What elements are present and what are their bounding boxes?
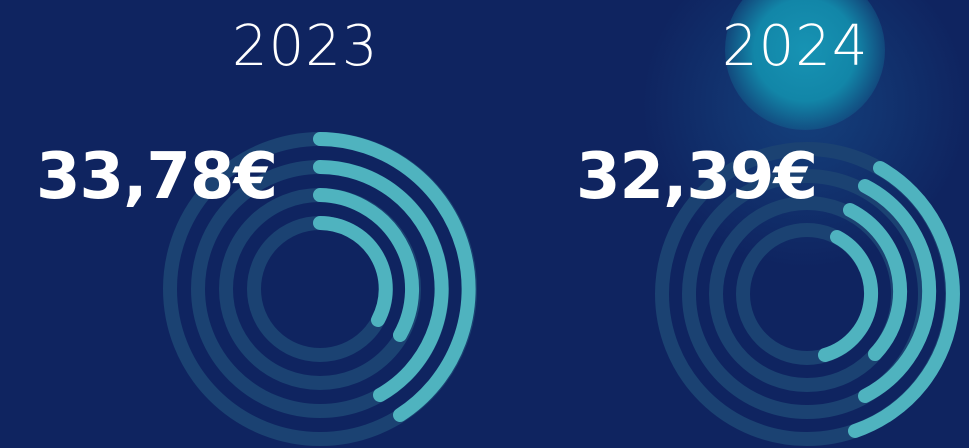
price-value-2024: 32,39€ bbox=[576, 140, 818, 214]
year-label-2023: 2023 bbox=[232, 14, 379, 79]
concentric-rings-2023 bbox=[163, 132, 477, 446]
year-highlight-bubble bbox=[725, 0, 885, 130]
price-value-2023: 33,78€ bbox=[36, 140, 278, 214]
year-label-2024: 2024 bbox=[722, 14, 869, 79]
concentric-rings-2024 bbox=[655, 142, 960, 446]
